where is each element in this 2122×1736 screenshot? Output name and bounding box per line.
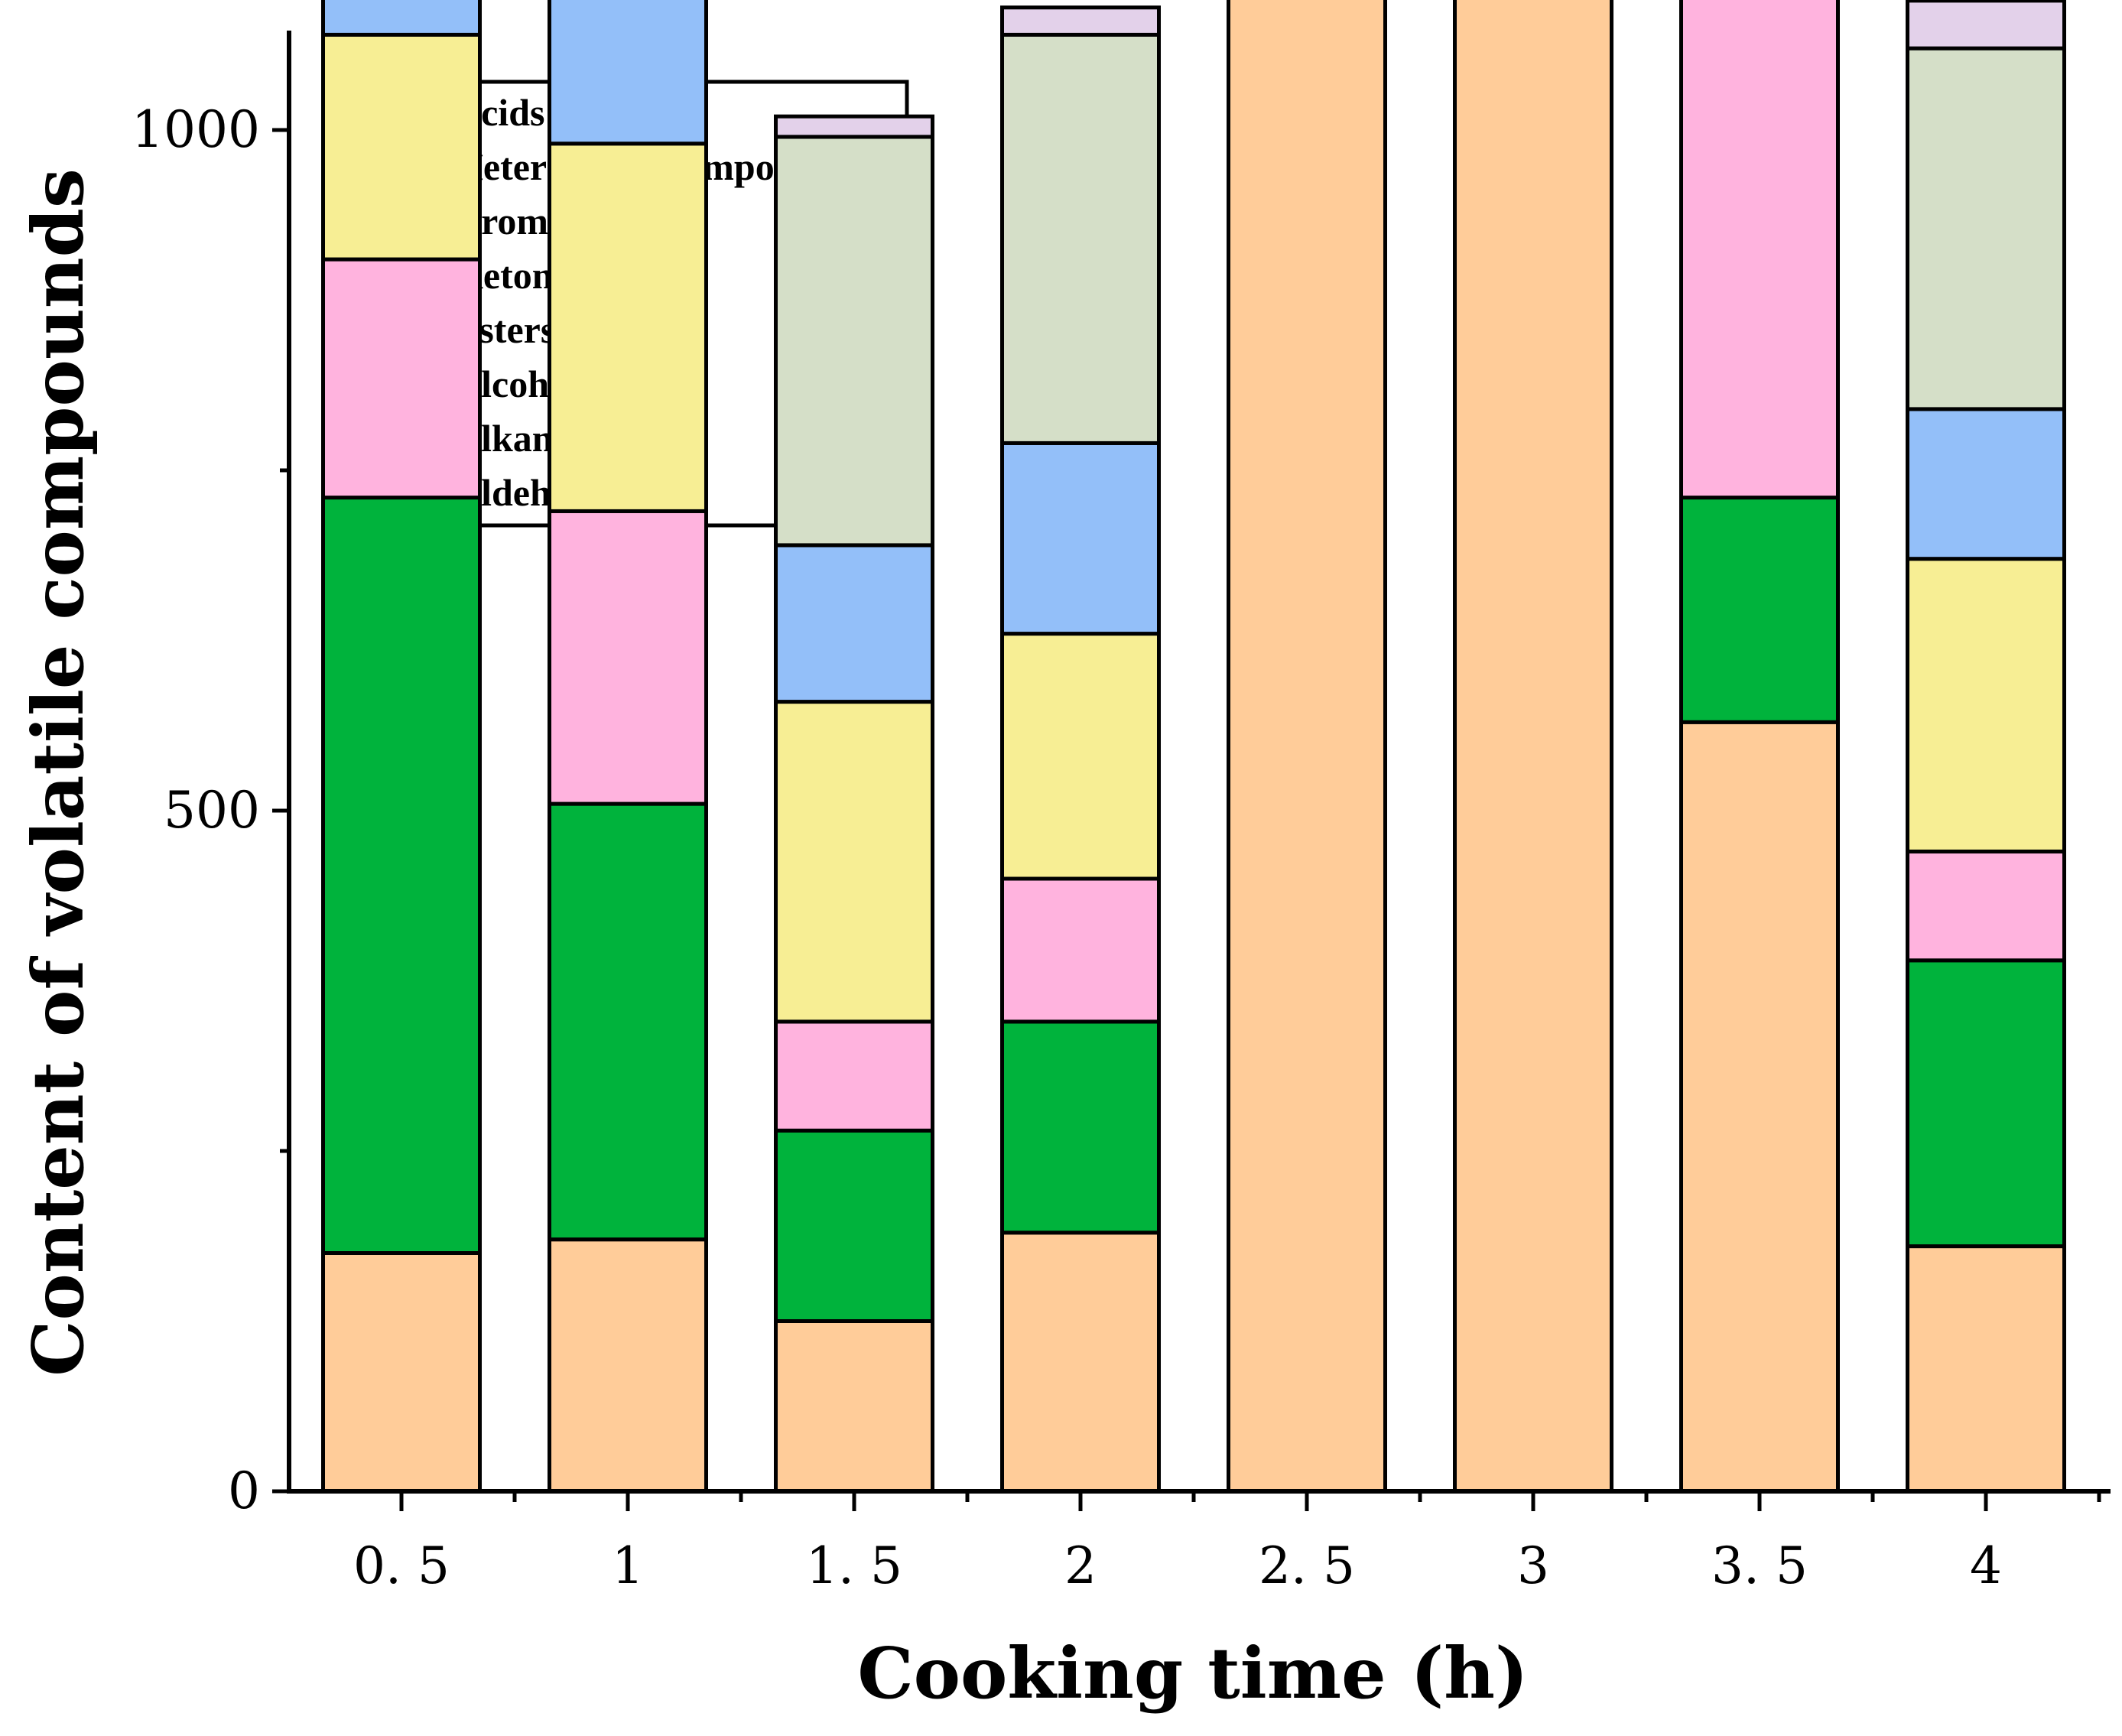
x-tick-label: 2. 5 xyxy=(1259,1536,1355,1595)
bar-segment-esters-1 xyxy=(321,32,482,262)
bar-segment-esters-3 xyxy=(774,700,934,1024)
bar-segment-aldehydes-8 xyxy=(1906,1244,2066,1494)
bar-segment-aldehydes-5 xyxy=(1227,0,1387,1494)
bar-segment-ketones-2 xyxy=(548,0,708,146)
y-tick-label: 500 xyxy=(164,781,260,840)
bar-segment-alkanes-1 xyxy=(321,496,482,1255)
bars xyxy=(321,0,2066,1494)
bar-segment-aromatics-8 xyxy=(1906,46,2066,411)
bar-segment-esters-2 xyxy=(548,141,708,513)
x-tick-label: 1. 5 xyxy=(806,1536,902,1595)
bar-segment-alkanes-7 xyxy=(1679,496,1840,724)
bar-segment-ketones-3 xyxy=(774,543,934,704)
bar-segment-alkanes-4 xyxy=(1000,1019,1161,1235)
bar-segment-aldehydes-4 xyxy=(1000,1230,1161,1494)
bar-segment-alcohols-3 xyxy=(774,1019,934,1133)
bar-segment-aldehydes-3 xyxy=(774,1319,934,1494)
bar-segment-alcohols-7 xyxy=(1679,0,1840,500)
bar-segment-aromatics-4 xyxy=(1000,32,1161,445)
x-tick-label: 3. 5 xyxy=(1711,1536,1808,1595)
bar-segment-heterocyclic-compounds-4 xyxy=(1000,5,1161,37)
x-tick-label: 2 xyxy=(1064,1536,1097,1595)
bar-segment-aldehydes-2 xyxy=(548,1237,708,1494)
bar-segment-alkanes-3 xyxy=(774,1128,934,1324)
bar-segment-aldehydes-6 xyxy=(1453,0,1613,1494)
bar-segment-heterocyclic-compounds-3 xyxy=(774,114,934,139)
bar-segment-esters-8 xyxy=(1906,557,2066,853)
x-tick-label: 0. 5 xyxy=(353,1536,450,1595)
y-tick-label: 0 xyxy=(228,1461,260,1520)
y-tick-label: 1000 xyxy=(132,100,260,159)
x-tick-label: 3 xyxy=(1517,1536,1549,1595)
bar-segment-alcohols-2 xyxy=(548,509,708,806)
bar-segment-aldehydes-7 xyxy=(1679,720,1840,1494)
bar-segment-aldehydes-1 xyxy=(321,1251,482,1494)
x-tick-label: 1 xyxy=(612,1536,644,1595)
x-axis-title: Cooking time (h) xyxy=(857,1632,1528,1715)
bar-segment-alcohols-8 xyxy=(1906,849,2066,963)
x-tick-label: 4 xyxy=(1970,1536,2002,1595)
axes: 05001000150020002500300035000. 511. 522.… xyxy=(132,31,2111,1595)
bar-segment-alkanes-8 xyxy=(1906,958,2066,1249)
bar-segment-esters-4 xyxy=(1000,632,1161,881)
y-axis-title: Content of volatile compounds xyxy=(17,168,99,1377)
bar-segment-alcohols-4 xyxy=(1000,876,1161,1024)
bar-segment-ketones-4 xyxy=(1000,441,1161,636)
bar-segment-heterocyclic-compounds-8 xyxy=(1906,0,2066,50)
bar-segment-alcohols-1 xyxy=(321,257,482,500)
bar-segment-aromatics-3 xyxy=(774,135,934,548)
bar-segment-ketones-8 xyxy=(1906,407,2066,561)
bar-segment-alkanes-2 xyxy=(548,801,708,1242)
bar-segment-ketones-1 xyxy=(321,0,482,37)
